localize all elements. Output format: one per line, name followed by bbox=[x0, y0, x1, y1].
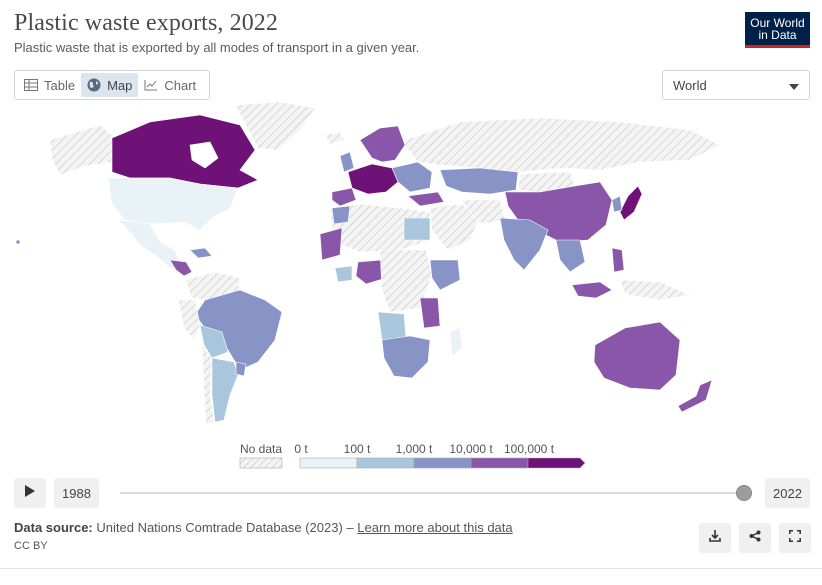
country-alaska-region[interactable] bbox=[49, 124, 119, 176]
country-india[interactable] bbox=[499, 217, 549, 271]
play-button[interactable] bbox=[14, 478, 46, 508]
legend-label-100000: 100,000 t bbox=[503, 442, 555, 456]
country-mali[interactable] bbox=[319, 227, 343, 261]
country-scandinavia[interactable] bbox=[359, 125, 406, 163]
country-central-africa[interactable] bbox=[379, 249, 433, 313]
tab-table-label: Table bbox=[44, 77, 76, 93]
timeline-start-year[interactable]: 1988 bbox=[54, 478, 99, 508]
legend: No data 0 t 100 t 1,000 t 10,000 t 100,0… bbox=[0, 440, 822, 475]
country-greenland[interactable] bbox=[234, 101, 316, 151]
logo-line-2: in Data bbox=[758, 28, 797, 42]
country-canada[interactable] bbox=[111, 114, 259, 189]
country-southeast-asia[interactable] bbox=[555, 239, 586, 273]
country-pacific-island[interactable] bbox=[15, 239, 21, 245]
country-western-europe[interactable] bbox=[347, 163, 399, 195]
fullscreen-icon bbox=[789, 529, 801, 547]
world-map[interactable] bbox=[0, 100, 822, 440]
legend-nodata-label: No data bbox=[240, 442, 283, 456]
legend-swatch-100 bbox=[356, 457, 415, 469]
country-madagascar[interactable] bbox=[449, 327, 463, 357]
region-select[interactable]: World bbox=[662, 70, 810, 100]
hudson-bay bbox=[189, 141, 219, 169]
tab-table[interactable]: Table bbox=[18, 73, 81, 97]
chevron-down-icon bbox=[789, 78, 799, 93]
share-button[interactable] bbox=[739, 523, 771, 553]
country-united-kingdom[interactable] bbox=[339, 151, 355, 173]
legend-label-100: 100 t bbox=[343, 442, 371, 456]
country-iceland[interactable] bbox=[324, 131, 345, 145]
country-united-states[interactable] bbox=[107, 177, 239, 231]
country-nigeria[interactable] bbox=[355, 259, 387, 285]
country-central-america[interactable] bbox=[169, 259, 193, 277]
country-indonesia[interactable] bbox=[571, 281, 613, 299]
country-west-africa[interactable] bbox=[334, 265, 353, 283]
tab-map-label: Map bbox=[107, 77, 133, 93]
country-uruguay[interactable] bbox=[235, 361, 247, 377]
footer-divider bbox=[0, 568, 822, 569]
fullscreen-button[interactable] bbox=[779, 523, 811, 553]
chart-subtitle: Plastic waste that is exported by all mo… bbox=[14, 40, 420, 55]
country-spain[interactable] bbox=[331, 187, 357, 207]
timeline-handle[interactable] bbox=[736, 485, 752, 501]
chart-title: Plastic waste exports, 2022 bbox=[14, 10, 278, 36]
country-middle-east[interactable] bbox=[429, 203, 481, 251]
line-chart-icon bbox=[144, 79, 158, 91]
data-source: Data source: United Nations Comtrade Dat… bbox=[14, 520, 513, 535]
country-southern-africa[interactable] bbox=[381, 335, 431, 379]
tab-map[interactable]: Map bbox=[81, 73, 139, 97]
country-caribbean[interactable] bbox=[189, 247, 213, 259]
share-icon bbox=[749, 529, 761, 547]
timeline-end-year[interactable]: 2022 bbox=[765, 478, 810, 508]
globe-icon bbox=[87, 78, 101, 92]
tab-chart-label: Chart bbox=[164, 77, 197, 93]
view-tabs: Table Map Chart bbox=[14, 70, 210, 100]
country-new-zealand[interactable] bbox=[677, 379, 713, 413]
country-turkey[interactable] bbox=[407, 191, 445, 207]
learn-more-link[interactable]: Learn more about this data bbox=[357, 520, 513, 535]
country-peru[interactable] bbox=[177, 299, 201, 341]
legend-swatch-nodata bbox=[239, 457, 283, 469]
legend-swatch-1000 bbox=[413, 457, 472, 469]
legend-swatch-0 bbox=[299, 457, 358, 469]
download-icon bbox=[709, 529, 721, 547]
owid-logo[interactable]: Our World in Data bbox=[745, 12, 810, 48]
country-tanzania[interactable] bbox=[419, 297, 441, 329]
country-japan[interactable] bbox=[619, 185, 643, 221]
legend-label-10000: 10,000 t bbox=[449, 442, 493, 456]
country-philippines[interactable] bbox=[611, 247, 625, 273]
country-argentina[interactable] bbox=[211, 357, 239, 423]
country-russia[interactable] bbox=[404, 117, 721, 173]
tab-chart[interactable]: Chart bbox=[138, 73, 202, 97]
country-korea[interactable] bbox=[611, 195, 623, 213]
legend-swatch-100000 bbox=[527, 457, 586, 469]
legend-swatch-10000 bbox=[470, 457, 529, 469]
country-bolivia[interactable] bbox=[199, 324, 229, 359]
country-kazakhstan[interactable] bbox=[439, 167, 519, 195]
legend-label-1000: 1,000 t bbox=[395, 442, 433, 456]
country-angola[interactable] bbox=[377, 311, 407, 341]
country-egypt[interactable] bbox=[403, 217, 431, 241]
country-indonesia-east[interactable] bbox=[619, 279, 692, 301]
country-iran[interactable] bbox=[461, 199, 506, 225]
download-button[interactable] bbox=[699, 523, 731, 553]
country-ethiopia[interactable] bbox=[429, 259, 461, 291]
timeline-track[interactable] bbox=[120, 492, 744, 494]
license: CC BY bbox=[14, 540, 48, 552]
country-eastern-europe[interactable] bbox=[391, 161, 433, 193]
country-morocco[interactable] bbox=[331, 205, 351, 225]
data-source-label: Data source: bbox=[14, 520, 93, 535]
logo-line-1: Our World bbox=[750, 16, 805, 30]
region-select-value: World bbox=[673, 77, 707, 93]
country-chile[interactable] bbox=[201, 344, 215, 426]
country-australia[interactable] bbox=[593, 321, 681, 391]
data-source-text: United Nations Comtrade Database (2023) … bbox=[96, 520, 358, 535]
legend-label-0: 0 t bbox=[294, 442, 308, 456]
play-icon bbox=[25, 484, 35, 502]
table-icon bbox=[24, 79, 38, 91]
